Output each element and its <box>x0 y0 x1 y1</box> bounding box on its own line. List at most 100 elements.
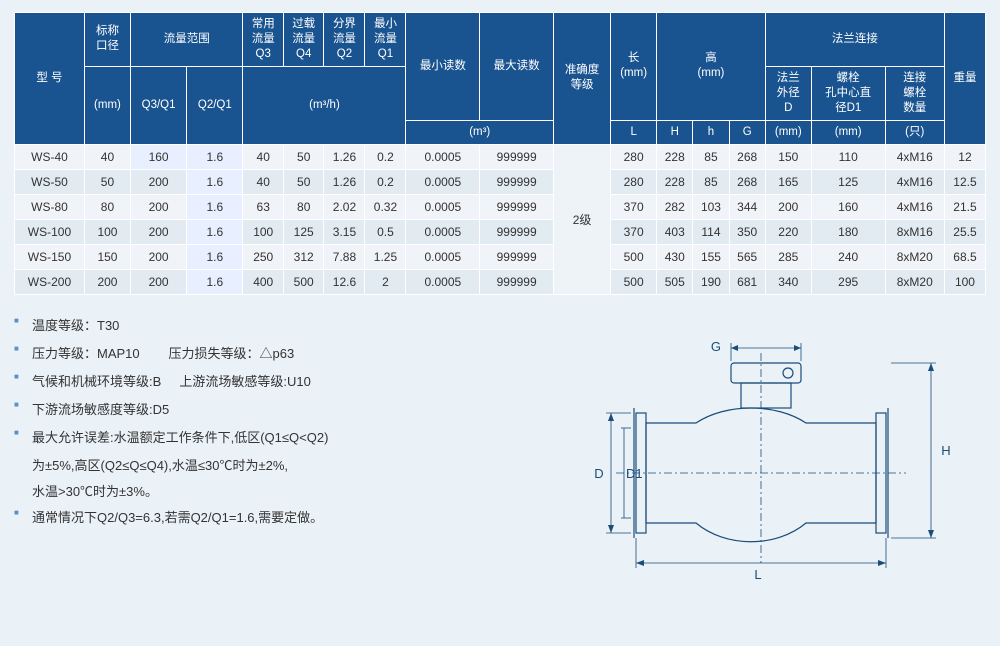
table-row: WS-80802001.663802.020.320.0005999999370… <box>15 194 986 219</box>
table-cell: 200 <box>765 194 811 219</box>
table-row: WS-40401601.640501.260.20.00059999992级28… <box>15 144 986 169</box>
table-cell: 2 <box>365 269 406 294</box>
svg-text:H: H <box>941 443 950 458</box>
table-cell: 250 <box>243 244 283 269</box>
table-cell: 1.6 <box>187 269 243 294</box>
table-cell: 25.5 <box>944 219 985 244</box>
table-cell: 80 <box>283 194 323 219</box>
note-1: 温度等级：T30 <box>14 313 546 339</box>
table-cell: 505 <box>657 269 693 294</box>
table-cell: 100 <box>84 219 130 244</box>
table-cell: 12 <box>944 144 985 169</box>
table-cell: 8xM20 <box>885 244 944 269</box>
table-cell: 220 <box>765 219 811 244</box>
table-cell: 8xM16 <box>885 219 944 244</box>
table-cell: 63 <box>243 194 283 219</box>
table-cell: 21.5 <box>944 194 985 219</box>
table-cell: 160 <box>130 144 186 169</box>
svg-text:L: L <box>754 567 761 582</box>
table-cell: 999999 <box>480 244 554 269</box>
table-cell: 1.6 <box>187 219 243 244</box>
table-cell: 430 <box>657 244 693 269</box>
table-cell: 500 <box>611 269 657 294</box>
table-cell: 200 <box>130 269 186 294</box>
table-cell: 4xM16 <box>885 194 944 219</box>
svg-text:G: G <box>711 339 721 354</box>
table-cell: 100 <box>944 269 985 294</box>
table-cell: 200 <box>84 269 130 294</box>
table-cell: 500 <box>283 269 323 294</box>
table-cell: 180 <box>811 219 885 244</box>
table-cell: 681 <box>729 269 765 294</box>
table-cell: 400 <box>243 269 283 294</box>
table-cell: 200 <box>130 194 186 219</box>
table-cell: WS-200 <box>15 269 85 294</box>
table-cell: WS-40 <box>15 144 85 169</box>
table-cell: 228 <box>657 169 693 194</box>
table-cell: 2级 <box>554 144 611 294</box>
hdr-weight: 重量 <box>944 13 985 145</box>
hdr-dia: 标称口径 <box>84 13 130 67</box>
table-cell: 1.26 <box>324 169 365 194</box>
hdr-accuracy: 准确度等级 <box>554 13 611 145</box>
table-cell: 114 <box>693 219 729 244</box>
table-cell: 150 <box>84 244 130 269</box>
table-cell: 240 <box>811 244 885 269</box>
table-cell: 344 <box>729 194 765 219</box>
table-cell: 280 <box>611 169 657 194</box>
table-cell: 282 <box>657 194 693 219</box>
hdr-G: G <box>729 120 765 144</box>
table-cell: 125 <box>811 169 885 194</box>
spec-table: 型 号 标称口径 流量范围 常用流量Q3 过载流量Q4 分界流量Q2 最小流量Q… <box>14 12 986 295</box>
hdr-length: 长(mm) <box>611 13 657 121</box>
hdr-flange-D: 法兰外径D <box>765 66 811 120</box>
table-cell: 999999 <box>480 194 554 219</box>
table-cell: 0.0005 <box>406 144 480 169</box>
table-cell: 110 <box>811 144 885 169</box>
hdr-bolt-unit: (只) <box>885 120 944 144</box>
table-cell: 165 <box>765 169 811 194</box>
table-cell: 500 <box>611 244 657 269</box>
table-cell: 100 <box>243 219 283 244</box>
table-cell: WS-50 <box>15 169 85 194</box>
note-6: 通常情况下Q2/Q3=6.3,若需Q2/Q1=1.6,需要定做。 <box>14 505 546 531</box>
hdr-q2q1: Q2/Q1 <box>187 66 243 144</box>
hdr-bolt: 连接螺栓数量 <box>885 66 944 120</box>
notes-panel: 温度等级：T30 压力等级：MAP10 压力损失等级：△p63 气候和机械环境等… <box>14 313 546 593</box>
table-cell: 999999 <box>480 269 554 294</box>
table-cell: 2.02 <box>324 194 365 219</box>
svg-text:D1: D1 <box>626 466 643 481</box>
hdr-q1: 最小流量Q1 <box>365 13 406 67</box>
hdr-q3: 常用流量Q3 <box>243 13 283 67</box>
note-4: 下游流场敏感度等级:D5 <box>14 397 546 423</box>
table-cell: 1.25 <box>365 244 406 269</box>
table-cell: 80 <box>84 194 130 219</box>
table-cell: 200 <box>130 169 186 194</box>
table-cell: 0.2 <box>365 169 406 194</box>
table-cell: 50 <box>283 169 323 194</box>
table-cell: 12.5 <box>944 169 985 194</box>
hdr-q3q1: Q3/Q1 <box>130 66 186 144</box>
table-cell: 200 <box>130 244 186 269</box>
hdr-q4: 过载流量Q4 <box>283 13 323 67</box>
table-cell: 312 <box>283 244 323 269</box>
table-cell: 200 <box>130 219 186 244</box>
table-cell: 280 <box>611 144 657 169</box>
table-cell: 0.0005 <box>406 269 480 294</box>
table-cell: 12.6 <box>324 269 365 294</box>
hdr-model: 型 号 <box>15 13 85 145</box>
note-3: 气候和机械环境等级:B 上游流场敏感等级:U10 <box>14 369 546 395</box>
table-cell: 370 <box>611 219 657 244</box>
table-cell: WS-80 <box>15 194 85 219</box>
table-cell: 7.88 <box>324 244 365 269</box>
table-cell: 1.6 <box>187 169 243 194</box>
hdr-flange-D1: 螺栓孔中心直径D1 <box>811 66 885 120</box>
table-row: WS-50502001.640501.260.20.00059999992802… <box>15 169 986 194</box>
table-cell: 190 <box>693 269 729 294</box>
table-cell: 228 <box>657 144 693 169</box>
table-cell: 0.0005 <box>406 169 480 194</box>
note-5a: 最大允许误差:水温额定工作条件下,低区(Q1≤Q<Q2) <box>14 425 546 451</box>
table-cell: 0.0005 <box>406 194 480 219</box>
hdr-flange: 法兰连接 <box>765 13 944 67</box>
table-cell: 4xM16 <box>885 144 944 169</box>
